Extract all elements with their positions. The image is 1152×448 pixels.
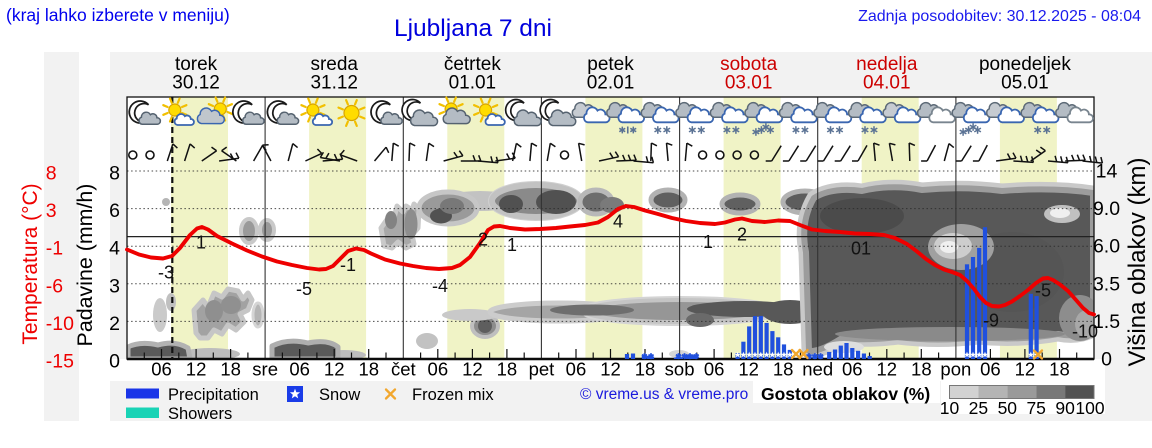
svg-text:31.12: 31.12	[310, 73, 358, 94]
svg-text:-5: -5	[296, 279, 312, 299]
svg-text:2: 2	[109, 313, 120, 335]
svg-text:6: 6	[109, 200, 120, 222]
svg-text:18: 18	[773, 359, 794, 380]
svg-text:-1: -1	[340, 255, 356, 275]
svg-text:1.5: 1.5	[1093, 311, 1120, 333]
svg-text:18: 18	[635, 359, 656, 380]
svg-text:06: 06	[704, 359, 725, 380]
svg-text:01: 01	[851, 239, 871, 259]
svg-text:12: 12	[600, 359, 621, 380]
svg-text:3: 3	[109, 275, 120, 297]
svg-text:Ljubljana 7 dni: Ljubljana 7 dni	[394, 15, 552, 42]
svg-text:sob: sob	[665, 359, 695, 380]
svg-text:4: 4	[613, 212, 623, 232]
svg-text:06: 06	[980, 359, 1001, 380]
svg-text:Gostota oblakov (%): Gostota oblakov (%)	[761, 384, 930, 404]
svg-text:pon: pon	[940, 359, 971, 380]
svg-text:2: 2	[478, 230, 488, 250]
svg-text:sre: sre	[252, 359, 278, 380]
svg-text:06: 06	[151, 359, 172, 380]
svg-text:14: 14	[1096, 161, 1118, 183]
svg-text:9.0: 9.0	[1093, 198, 1120, 220]
svg-text:01.01: 01.01	[449, 73, 497, 94]
svg-text:06: 06	[566, 359, 587, 380]
svg-text:-1: -1	[46, 238, 63, 260]
svg-text:12: 12	[186, 359, 207, 380]
svg-text:18: 18	[1049, 359, 1070, 380]
svg-text:1: 1	[507, 235, 517, 255]
svg-text:© vreme.us & vreme.pro: © vreme.us & vreme.pro	[580, 386, 748, 403]
svg-text:0: 0	[109, 351, 120, 373]
svg-text:-15: -15	[46, 351, 74, 373]
svg-text:02.01: 02.01	[587, 73, 635, 94]
svg-text:Zadnja posodobitev: 30.12.2025: Zadnja posodobitev: 30.12.2025 - 08:04	[858, 8, 1141, 25]
svg-text:06: 06	[428, 359, 449, 380]
svg-text:čet: čet	[391, 359, 416, 380]
svg-text:Temperatura (°C): Temperatura (°C)	[19, 183, 42, 344]
svg-text:8: 8	[46, 163, 57, 185]
svg-text:Frozen mix: Frozen mix	[412, 386, 494, 404]
svg-text:18: 18	[220, 359, 241, 380]
svg-text:6.0: 6.0	[1093, 236, 1120, 258]
svg-text:06: 06	[842, 359, 863, 380]
svg-text:Showers: Showers	[168, 405, 232, 423]
svg-text:12: 12	[738, 359, 759, 380]
svg-text:06: 06	[289, 359, 310, 380]
svg-text:25: 25	[969, 398, 988, 418]
svg-text:05.01: 05.01	[1001, 73, 1049, 94]
svg-text:12: 12	[462, 359, 483, 380]
svg-text:-3: -3	[158, 263, 174, 283]
svg-text:Padavine (mm/h): Padavine (mm/h)	[73, 184, 97, 347]
svg-text:10: 10	[940, 398, 960, 418]
svg-text:30.12: 30.12	[172, 73, 220, 94]
svg-text:ned: ned	[802, 359, 833, 380]
svg-text:Precipitation: Precipitation	[168, 386, 259, 404]
svg-text:18: 18	[358, 359, 379, 380]
svg-text:-4: -4	[432, 276, 448, 296]
svg-text:pet: pet	[529, 359, 555, 380]
svg-text:3: 3	[46, 200, 57, 222]
svg-text:Snow: Snow	[319, 386, 360, 404]
svg-text:-6: -6	[46, 275, 63, 297]
svg-text:03.01: 03.01	[725, 73, 773, 94]
svg-text:-5: -5	[1035, 281, 1051, 301]
svg-text:18: 18	[497, 359, 518, 380]
svg-text:2: 2	[737, 225, 747, 245]
svg-text:75: 75	[1026, 398, 1045, 418]
svg-text:50: 50	[998, 398, 1018, 418]
svg-text:Višina oblakov (km): Višina oblakov (km)	[1124, 158, 1151, 367]
svg-text:12: 12	[1015, 359, 1036, 380]
svg-text:12: 12	[324, 359, 345, 380]
svg-text:1: 1	[196, 233, 206, 253]
svg-text:3.5: 3.5	[1093, 273, 1120, 295]
svg-text:18: 18	[911, 359, 932, 380]
svg-text:12: 12	[876, 359, 897, 380]
svg-text:4: 4	[109, 238, 120, 260]
svg-text:(kraj lahko izberete v meniju): (kraj lahko izberete v meniju)	[6, 5, 230, 25]
svg-text:90: 90	[1055, 398, 1075, 418]
svg-text:1: 1	[703, 232, 713, 252]
svg-text:-10: -10	[46, 313, 74, 335]
svg-text:8: 8	[109, 163, 120, 185]
svg-text:100: 100	[1075, 398, 1104, 418]
svg-text:0: 0	[1101, 349, 1112, 371]
svg-text:-9: -9	[983, 311, 999, 331]
svg-text:04.01: 04.01	[863, 73, 911, 94]
